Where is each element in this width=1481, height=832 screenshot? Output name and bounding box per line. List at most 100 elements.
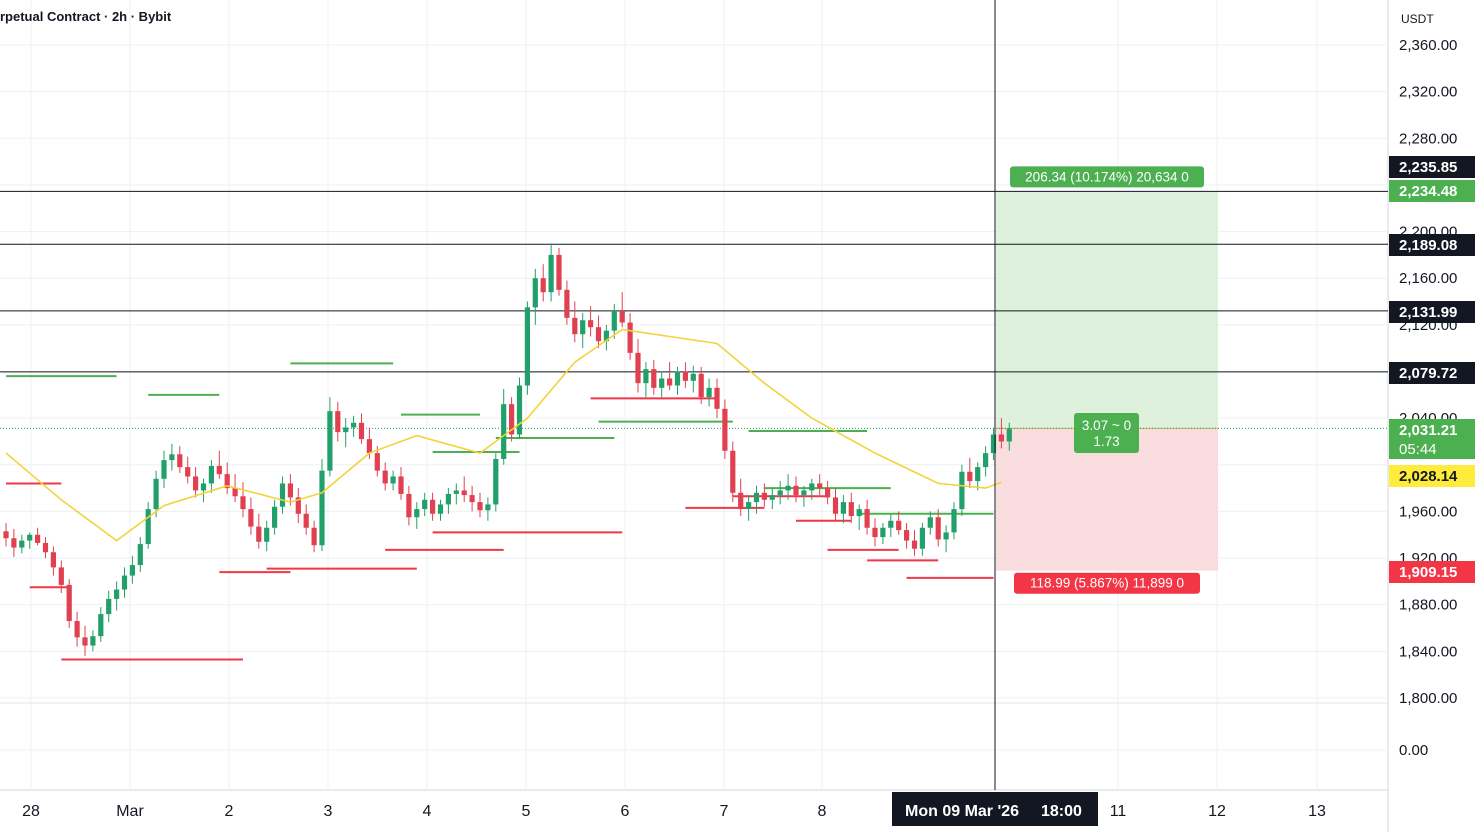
candle-body (11, 538, 17, 548)
date-tick: 28 (22, 803, 40, 820)
candle (698, 366, 704, 405)
candle-body (74, 621, 80, 638)
candle (635, 338, 641, 393)
candle (319, 458, 325, 552)
price-label-bg (1389, 234, 1475, 256)
price-label: 2,131.99 (1389, 301, 1475, 323)
candle (295, 488, 301, 524)
candle (990, 427, 997, 461)
candle (880, 523, 886, 545)
candle (817, 474, 823, 496)
price-tick: 1,880.00 (1399, 597, 1457, 614)
candle-body (169, 454, 175, 461)
candle-body (619, 310, 625, 323)
candle-body (327, 411, 333, 471)
candle-body (98, 614, 104, 637)
risk-reward-bg (1074, 413, 1139, 453)
candle-body (785, 485, 791, 491)
price-label-text: 2,235.85 (1399, 159, 1457, 176)
price-tick: 2,360.00 (1399, 37, 1457, 54)
price-label-bg (1389, 362, 1475, 384)
candle (856, 504, 862, 531)
candle-body (896, 520, 902, 531)
candle (746, 495, 752, 521)
currency-label: USDT (1401, 12, 1434, 26)
candle (840, 495, 846, 524)
candle (864, 499, 870, 535)
candle-body (42, 542, 49, 553)
candle-body (659, 378, 665, 388)
candle-body (351, 422, 357, 428)
date-tick: 3 (324, 803, 333, 820)
candle (603, 324, 609, 351)
candle-body (256, 526, 262, 542)
candle (659, 371, 665, 398)
candle (896, 511, 902, 535)
date-tick: Mar (116, 803, 144, 820)
candle-body (177, 454, 183, 468)
candle (761, 483, 767, 507)
candle (153, 470, 159, 518)
candle-body (295, 497, 301, 514)
horizontal-levels (0, 190, 1388, 429)
risk-reward-label: 3.07 ~ 01.73 (1074, 413, 1139, 453)
risk-reward-ratio: 3.07 ~ 0 (1082, 418, 1131, 433)
candle-body (817, 483, 823, 489)
price-label-bg (1389, 419, 1475, 459)
candle-body (319, 470, 325, 546)
support-resistance-lines (6, 362, 994, 661)
candle-body (746, 502, 752, 510)
candle-body (445, 493, 451, 505)
candle (682, 362, 688, 388)
candle (390, 470, 396, 491)
candle-body (343, 427, 349, 433)
candle-body (777, 490, 783, 496)
candle (248, 497, 254, 535)
candle-body (390, 476, 396, 484)
candle-body (548, 254, 554, 293)
candle (279, 476, 286, 514)
candle (643, 362, 649, 398)
date-tick: 11 (1110, 803, 1127, 820)
candle (619, 292, 625, 328)
candle-body (556, 254, 562, 290)
candle-body (540, 278, 546, 293)
candle (287, 474, 293, 506)
candle (200, 478, 207, 503)
price-label-bg (1389, 465, 1475, 487)
candle-body (430, 499, 436, 514)
date-tick: 4 (423, 803, 432, 820)
candle-body (793, 485, 799, 496)
stop-label: 118.99 (5.867%) 11,899 0 (1014, 572, 1200, 594)
candle (137, 537, 143, 573)
candle (11, 528, 17, 557)
candle (832, 488, 839, 521)
candle-body (706, 387, 712, 398)
candle-body (161, 460, 167, 479)
candle (382, 462, 388, 491)
risk-reward-value: 1.73 (1093, 434, 1119, 449)
candle-body (114, 589, 120, 599)
candle (3, 523, 9, 547)
candle-body (232, 488, 238, 497)
candle (422, 492, 428, 517)
candle-body (564, 289, 570, 318)
price-tick: 1,960.00 (1399, 503, 1457, 520)
candle-body (761, 492, 767, 500)
candle (801, 485, 807, 507)
candle-body (469, 495, 475, 503)
price-label-bg (1389, 301, 1475, 323)
candle (753, 485, 760, 514)
candle-body (840, 502, 846, 514)
candle (185, 456, 191, 484)
candle-body (864, 509, 870, 528)
candle (769, 488, 775, 510)
candle-body (919, 527, 925, 549)
price-label-text: 2,234.48 (1399, 183, 1457, 200)
candle-body (975, 467, 981, 482)
candle (911, 530, 918, 556)
candle-body (82, 637, 88, 646)
candle (714, 378, 720, 419)
candle (42, 537, 49, 559)
